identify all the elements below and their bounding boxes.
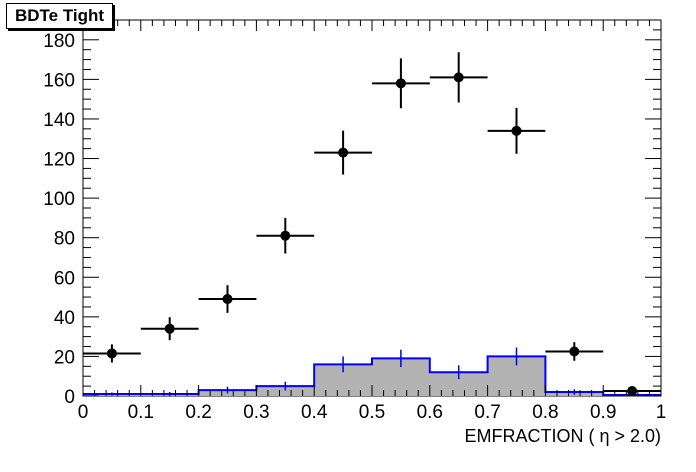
x-tick-label: 0.2 [185, 402, 211, 423]
histogram-fill [83, 356, 661, 396]
y-tick-label: 40 [54, 308, 75, 329]
y-tick-label: 180 [43, 31, 75, 52]
x-tick-label: 0.1 [128, 402, 154, 423]
x-tick-label: 0.9 [590, 402, 616, 423]
data-point [106, 348, 117, 359]
y-tick-label: 60 [54, 268, 75, 289]
data-point [453, 72, 464, 83]
data-point [511, 125, 522, 136]
x-tick-label: 0.4 [301, 402, 328, 423]
data-point [338, 147, 349, 158]
data-point [280, 230, 291, 241]
y-tick-label: 160 [43, 70, 75, 91]
data-point [395, 78, 406, 89]
data-point [627, 386, 638, 397]
data-point [164, 323, 175, 334]
x-tick-label: 0 [78, 402, 89, 423]
chart-title: BDTe Tight [6, 3, 114, 29]
x-tick-label: 0.6 [417, 402, 443, 423]
x-tick-label: 0.8 [532, 402, 558, 423]
x-tick-label: 1 [656, 402, 667, 423]
y-tick-label: 80 [54, 229, 75, 250]
x-tick-label: 0.5 [359, 402, 385, 423]
data-point [569, 346, 580, 357]
y-tick-label: 140 [43, 110, 75, 131]
y-tick-label: 20 [54, 347, 75, 368]
y-tick-label: 120 [43, 150, 75, 171]
data-point [222, 294, 233, 305]
x-tick-label: 0.7 [474, 402, 500, 423]
x-axis-label: EMFRACTION ( η > 2.0) [464, 426, 661, 446]
y-tick-label: 100 [43, 189, 75, 210]
y-tick-label: 0 [64, 387, 75, 408]
x-tick-label: 0.3 [243, 402, 269, 423]
